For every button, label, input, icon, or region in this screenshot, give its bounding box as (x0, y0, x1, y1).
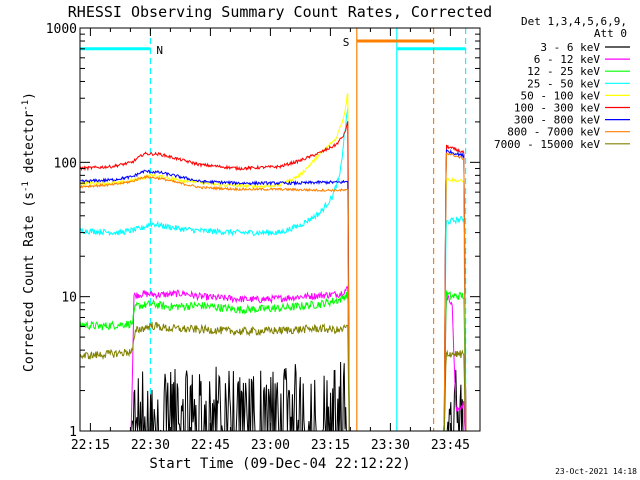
chart-title: RHESSI Observing Summary Count Rates, Co… (68, 3, 492, 21)
flag-label-S: S (343, 36, 350, 49)
x-tick-label: 23:30 (371, 438, 410, 453)
series-layer (79, 93, 467, 432)
y-axis-label-main: Corrected Count Rate (s (22, 192, 37, 372)
series-line-0 (80, 361, 466, 432)
x-tick-label: 22:15 (71, 438, 110, 453)
legend-title: Det 1,3,4,5,6,9, (521, 15, 627, 28)
plot-lines: NS (80, 28, 467, 431)
legend-title: Att 0 (594, 27, 627, 40)
y-tick-label: 100 (54, 156, 77, 171)
x-tick-label: 22:45 (191, 438, 230, 453)
legend-entry-label: 7000 - 15000 keV (494, 138, 600, 151)
legend-entry-label: 12 - 25 keV (527, 65, 600, 78)
legend-entry-label: 6 - 12 keV (534, 53, 601, 66)
y-axis-label: Corrected Count Rate (s-1 detector-1) (21, 92, 37, 372)
y-axis-label-exp1: -1 (21, 181, 31, 192)
x-tick-label: 23:00 (251, 438, 290, 453)
x-axis-label: Start Time (09-Dec-04 22:12:22) (149, 456, 410, 472)
legend-entry-label: 50 - 100 keV (521, 89, 601, 102)
y-axis-label-exp2: -1 (21, 100, 31, 111)
flag-label-N: N (156, 44, 163, 57)
legend-entry-label: 800 - 7000 keV (507, 126, 600, 139)
plot-frame (79, 27, 481, 432)
x-tick-label: 22:30 (131, 438, 170, 453)
legend-entry-label: 25 - 50 keV (527, 77, 600, 90)
y-tick-label: 1000 (46, 22, 77, 37)
legend-entry-label: 3 - 6 keV (540, 41, 600, 54)
x-tick-label: 23:45 (431, 438, 470, 453)
y-axis-label-end: ) (22, 92, 37, 100)
date-stamp: 23-Oct-2021 14:18 (555, 467, 637, 476)
y-tick-label: 10 (61, 291, 77, 306)
axis-ticks: 22:15 22:30 22:45 23:00 23:15 23:30 23:45 1 10 10… (46, 22, 480, 453)
y-axis-label-mid: detector (22, 111, 37, 182)
legend-entry-label: 100 - 300 keV (514, 102, 600, 115)
legend-entry-label: 300 - 800 keV (514, 114, 600, 127)
y-tick-label: 1 (69, 425, 77, 440)
x-tick-label: 23:15 (311, 438, 350, 453)
